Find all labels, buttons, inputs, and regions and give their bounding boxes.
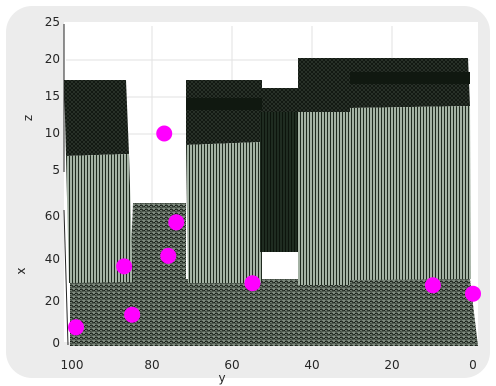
y-tick-label: 20 <box>384 358 399 372</box>
wall-dark-face <box>260 112 298 252</box>
z-tick-label: 15 <box>45 89 60 103</box>
y-tick-label: 100 <box>61 358 84 372</box>
data-point-marker <box>465 285 481 302</box>
z-tick-label: 10 <box>45 126 60 140</box>
y-tick-label: 0 <box>469 358 477 372</box>
z-axis-ticks: 25 20 15 10 5 <box>45 15 60 177</box>
wall-center-top <box>186 80 262 145</box>
y-axis-ticks: 100 80 60 40 20 0 <box>61 358 477 372</box>
x-axis-label: x <box>14 267 28 274</box>
z-axis-label: z <box>21 115 35 121</box>
data-point-marker <box>244 275 261 292</box>
wall-left-top <box>64 80 129 156</box>
data-point-marker <box>168 214 185 231</box>
x-tick-label: 0 <box>52 336 60 350</box>
wall-dark-top <box>262 88 298 112</box>
ground-mesh <box>70 203 478 346</box>
data-point-marker <box>124 306 141 323</box>
data-point-marker <box>68 319 85 336</box>
x-tick-label: 20 <box>45 294 60 308</box>
data-markers <box>68 125 481 336</box>
data-point-marker <box>160 247 177 264</box>
data-point-marker <box>116 258 133 275</box>
y-tick-label: 60 <box>224 358 239 372</box>
x-axis-line <box>63 209 69 346</box>
wall-left-face <box>66 154 133 283</box>
wall-center-band <box>186 98 262 110</box>
wall-middle-top <box>298 58 350 112</box>
x-tick-label: 40 <box>45 252 60 266</box>
z-tick-label: 20 <box>45 52 60 66</box>
wall-right-band <box>350 72 470 84</box>
wall-middle-face <box>298 112 350 285</box>
y-tick-label: 80 <box>144 358 159 372</box>
data-point-marker <box>424 277 441 294</box>
data-point-marker <box>156 125 173 142</box>
wall-right-face <box>350 106 471 280</box>
z-tick-label: 5 <box>52 163 60 177</box>
x-tick-label: 60 <box>45 209 60 223</box>
z-tick-label: 25 <box>45 15 60 29</box>
x-axis-ticks: 60 40 20 0 <box>45 209 60 350</box>
y-axis-label: y <box>218 371 225 385</box>
wall-center-face <box>186 142 262 283</box>
y-tick-label: 40 <box>304 358 319 372</box>
